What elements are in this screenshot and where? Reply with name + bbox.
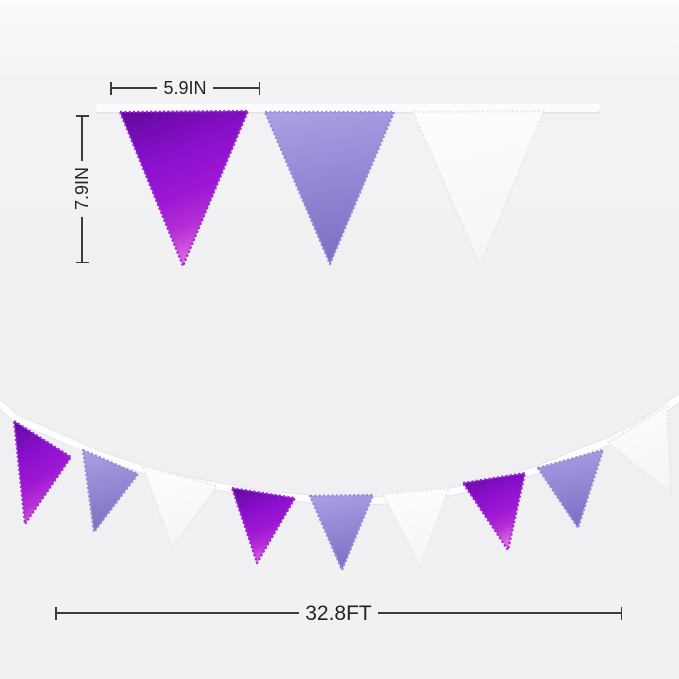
banner-length-value: 32.8FT bbox=[305, 601, 372, 625]
dimension-line bbox=[377, 612, 621, 614]
dimension-tick bbox=[110, 81, 112, 95]
dimension-line bbox=[111, 87, 158, 89]
dimension-tick bbox=[75, 261, 89, 263]
dimension-tick bbox=[75, 115, 89, 117]
bottom-flag-9-white bbox=[606, 404, 673, 495]
dimension-tick bbox=[258, 81, 260, 95]
dimension-line bbox=[212, 87, 259, 89]
dimension-line bbox=[56, 612, 300, 614]
top-flag-lavender bbox=[263, 110, 396, 266]
flag-width-value: 5.9IN bbox=[163, 78, 207, 98]
bottom-flag-2-lavender bbox=[81, 448, 140, 534]
top-flag-purple bbox=[118, 109, 250, 268]
banner-length-dimension: 32.8FT bbox=[55, 603, 622, 624]
bottom-flag-1-purple bbox=[12, 419, 73, 526]
flag-height-value: 7.9IN bbox=[72, 167, 92, 211]
flag-width-dimension: 5.9IN bbox=[110, 78, 260, 98]
dimension-tick bbox=[55, 606, 57, 620]
bottom-flag-8-lavender bbox=[536, 448, 605, 530]
dimension-line bbox=[81, 116, 83, 162]
top-flag-white bbox=[411, 109, 546, 267]
bottom-flag-5-lavender bbox=[308, 493, 375, 572]
banner-string bbox=[0, 394, 679, 505]
hanging-ribbon bbox=[95, 104, 600, 112]
bottom-flag-3-white bbox=[141, 464, 219, 550]
bottom-flag-4-purple bbox=[230, 486, 297, 565]
dimension-tick bbox=[620, 606, 622, 620]
bottom-flag-7-purple bbox=[461, 471, 527, 552]
flag-height-dimension: 7.9IN bbox=[72, 115, 92, 263]
dimension-line bbox=[81, 216, 83, 262]
bottom-flag-6-white bbox=[381, 486, 451, 569]
